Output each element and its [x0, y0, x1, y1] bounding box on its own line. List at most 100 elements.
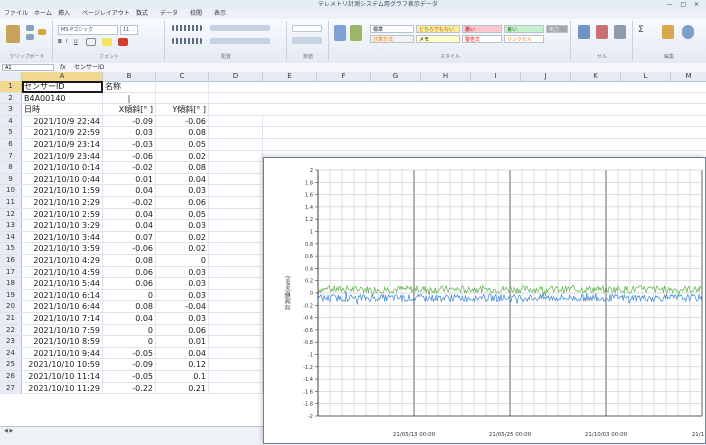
- cell-y-tilt[interactable]: 0.12: [156, 359, 209, 370]
- cell-x-tilt[interactable]: 0: [103, 324, 156, 336]
- cell-empty[interactable]: [209, 255, 263, 266]
- align-top-icon[interactable]: [172, 25, 202, 31]
- style-linked-cell[interactable]: リンクセル: [504, 35, 544, 43]
- column-header-d[interactable]: D: [209, 72, 263, 81]
- cell-b2[interactable]: |: [103, 92, 156, 104]
- cell-y-tilt[interactable]: 0.03: [156, 278, 209, 289]
- cell-empty[interactable]: [209, 185, 263, 196]
- sheet-nav-icons[interactable]: ◀ ▶: [4, 428, 14, 434]
- cell-b1[interactable]: 名称: [103, 81, 156, 92]
- merge-center-button[interactable]: [210, 38, 270, 44]
- cell-x-tilt[interactable]: -0.02: [103, 162, 156, 173]
- cell-empty[interactable]: [209, 336, 263, 347]
- formula-input[interactable]: センサーID: [74, 64, 105, 71]
- cell-datetime[interactable]: 2021/10/10 10:59: [22, 359, 103, 370]
- cell-x-tilt[interactable]: 0.04: [103, 313, 156, 324]
- cell-empty[interactable]: [209, 127, 263, 138]
- cell-datetime[interactable]: 2021/10/10 4:29: [22, 255, 103, 266]
- cell-y-tilt[interactable]: 0.06: [156, 197, 209, 208]
- cell-x-tilt[interactable]: 0.04: [103, 220, 156, 231]
- row-header[interactable]: 4: [0, 115, 22, 127]
- style-warning[interactable]: 警告文: [462, 35, 502, 43]
- cell-y-tilt[interactable]: 0.03: [156, 266, 209, 278]
- cell-x-tilt[interactable]: 0.07: [103, 231, 156, 243]
- row-header[interactable]: 20: [0, 301, 22, 312]
- cell-empty[interactable]: [209, 197, 263, 208]
- cell-x-tilt[interactable]: -0.03: [103, 139, 156, 150]
- window-controls[interactable]: — □ ✕: [666, 1, 702, 8]
- cell-datetime[interactable]: 2021/10/10 0:44: [22, 173, 103, 185]
- cell-empty[interactable]: [209, 301, 263, 312]
- cell-empty[interactable]: [209, 220, 263, 231]
- row-header[interactable]: 15: [0, 243, 22, 254]
- row-header[interactable]: 26: [0, 371, 22, 382]
- find-select-icon[interactable]: [682, 25, 694, 39]
- cell-datetime[interactable]: 2021/10/10 7:59: [22, 324, 103, 336]
- cell-empty[interactable]: [209, 243, 263, 254]
- cell-datetime[interactable]: 2021/10/10 6:44: [22, 301, 103, 312]
- column-header-a[interactable]: A: [22, 72, 103, 81]
- cell-empty[interactable]: [209, 278, 263, 289]
- font-size-select[interactable]: 11: [120, 25, 138, 35]
- cell-empty[interactable]: [209, 313, 263, 324]
- cell-datetime[interactable]: 2021/10/10 2:29: [22, 197, 103, 208]
- cell-y-tilt[interactable]: 0.03: [156, 289, 209, 301]
- cell-x-tilt[interactable]: 0.06: [103, 266, 156, 278]
- format-painter-icon[interactable]: [38, 29, 46, 35]
- cell-empty[interactable]: [209, 359, 263, 370]
- column-header-g[interactable]: G: [371, 72, 421, 81]
- cell-x-tilt[interactable]: 0.04: [103, 185, 156, 196]
- cell-y-tilt[interactable]: 0.1: [156, 371, 209, 382]
- cell-y-tilt[interactable]: -0.04: [156, 301, 209, 312]
- cell-empty[interactable]: [209, 289, 263, 301]
- cell-x-tilt[interactable]: 0: [103, 336, 156, 347]
- cell-empty[interactable]: [209, 173, 263, 185]
- cell-x-tilt[interactable]: -0.05: [103, 347, 156, 359]
- cell-datetime[interactable]: 2021/10/10 7:14: [22, 313, 103, 324]
- cell-x-tilt[interactable]: 0.08: [103, 301, 156, 312]
- tab-insert[interactable]: 挿入: [58, 10, 71, 17]
- style-bad[interactable]: 悪い: [462, 25, 502, 33]
- column-header-l[interactable]: L: [621, 72, 671, 81]
- percent-comma-icons[interactable]: [292, 37, 322, 44]
- cell-y-tilt[interactable]: 0.01: [156, 336, 209, 347]
- cell-y-tilt[interactable]: 0.08: [156, 162, 209, 173]
- cell-empty[interactable]: [209, 382, 263, 394]
- row-header[interactable]: 6: [0, 139, 22, 150]
- cell-x-tilt[interactable]: 0: [103, 289, 156, 301]
- cell-datetime[interactable]: 2021/10/10 6:14: [22, 289, 103, 301]
- format-as-table-icon[interactable]: [350, 25, 362, 41]
- font-name-select[interactable]: MS Pゴシック: [58, 25, 118, 35]
- cell-empty[interactable]: [209, 162, 263, 173]
- cell-empty[interactable]: [209, 231, 263, 243]
- row-header[interactable]: 21: [0, 313, 22, 324]
- cell-x-tilt[interactable]: -0.06: [103, 150, 156, 162]
- row-header[interactable]: 14: [0, 231, 22, 243]
- font-color-icon[interactable]: [118, 38, 128, 46]
- cell-x-tilt[interactable]: 0.03: [103, 127, 156, 138]
- align-left-icon[interactable]: [172, 38, 202, 44]
- cell-datetime[interactable]: 2021/10/10 0:14: [22, 162, 103, 173]
- cell-y-tilt[interactable]: 0.02: [156, 243, 209, 254]
- cell-a3[interactable]: 日時: [22, 104, 103, 115]
- conditional-format-icon[interactable]: [334, 25, 346, 41]
- cell-b3[interactable]: X傾斜[° ]: [103, 104, 156, 115]
- wrap-text-button[interactable]: [210, 25, 270, 31]
- column-header-e[interactable]: E: [263, 72, 317, 81]
- tab-page-layout[interactable]: ページレイアウト: [82, 10, 130, 17]
- name-box[interactable]: A1: [2, 64, 54, 71]
- column-header-m[interactable]: M: [685, 72, 692, 80]
- column-header-i[interactable]: I: [471, 72, 521, 81]
- autosum-icon[interactable]: Σ: [638, 25, 644, 35]
- cell-x-tilt[interactable]: -0.09: [103, 359, 156, 370]
- fill-color-icon[interactable]: [102, 38, 112, 46]
- insert-cells-icon[interactable]: [578, 25, 590, 39]
- number-format-select[interactable]: [292, 25, 322, 32]
- cell-y-tilt[interactable]: 0.04: [156, 173, 209, 185]
- cell-x-tilt[interactable]: -0.22: [103, 382, 156, 394]
- fx-icon[interactable]: fx: [60, 64, 66, 71]
- cell-x-tilt[interactable]: 0.01: [103, 173, 156, 185]
- style-calculation[interactable]: 計算方法: [370, 35, 414, 43]
- row-header[interactable]: 17: [0, 266, 22, 278]
- row-header[interactable]: 5: [0, 127, 22, 138]
